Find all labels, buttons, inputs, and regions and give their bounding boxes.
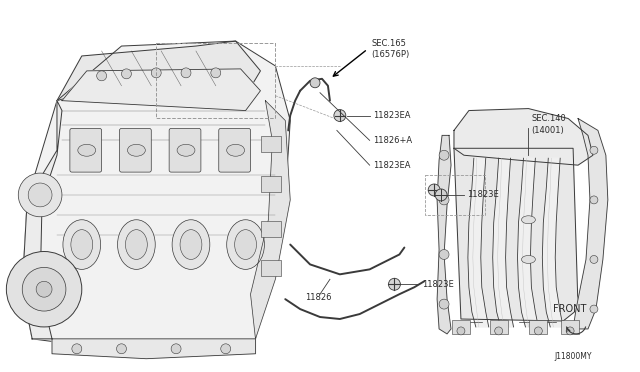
Text: 11823E: 11823E [422,280,454,289]
Circle shape [28,183,52,207]
Polygon shape [542,158,563,327]
Polygon shape [22,101,62,339]
Circle shape [36,281,52,297]
Ellipse shape [172,220,210,269]
Circle shape [590,196,598,204]
FancyBboxPatch shape [490,320,508,334]
Ellipse shape [118,220,156,269]
Circle shape [495,327,502,335]
Circle shape [116,344,127,354]
Circle shape [590,256,598,263]
Ellipse shape [227,220,264,269]
Circle shape [97,71,107,81]
Circle shape [211,68,221,78]
Circle shape [72,344,82,354]
Circle shape [310,78,320,88]
Circle shape [122,69,131,79]
FancyBboxPatch shape [529,320,547,334]
Text: SEC.140: SEC.140 [531,114,566,123]
FancyBboxPatch shape [262,137,282,152]
Circle shape [590,146,598,154]
Circle shape [19,173,62,217]
Circle shape [334,110,346,122]
Polygon shape [437,135,451,334]
Ellipse shape [227,144,244,156]
Circle shape [171,344,181,354]
Circle shape [566,327,574,335]
Ellipse shape [127,144,145,156]
Ellipse shape [235,230,257,259]
Polygon shape [573,119,608,329]
Circle shape [439,150,449,160]
Text: 11823EA: 11823EA [372,161,410,170]
Polygon shape [493,158,513,327]
FancyBboxPatch shape [219,128,250,172]
FancyBboxPatch shape [262,260,282,276]
FancyBboxPatch shape [120,128,151,172]
Circle shape [590,305,598,313]
Text: 11826: 11826 [305,293,332,302]
Ellipse shape [71,230,93,259]
Ellipse shape [522,216,536,224]
Circle shape [439,195,449,205]
FancyBboxPatch shape [561,320,579,334]
Text: 11823EA: 11823EA [372,111,410,120]
Circle shape [181,68,191,78]
FancyBboxPatch shape [70,128,102,172]
Text: (14001): (14001) [531,126,564,135]
Circle shape [457,327,465,335]
Polygon shape [250,101,290,339]
Polygon shape [454,148,578,321]
Ellipse shape [522,256,536,263]
Text: (16576P): (16576P) [372,51,410,60]
Circle shape [388,278,401,290]
FancyBboxPatch shape [169,128,201,172]
Polygon shape [454,109,593,165]
Circle shape [221,344,230,354]
Ellipse shape [180,230,202,259]
Ellipse shape [177,144,195,156]
Polygon shape [468,158,489,327]
Polygon shape [518,158,538,327]
Ellipse shape [125,230,147,259]
Ellipse shape [63,220,100,269]
Circle shape [439,299,449,309]
Polygon shape [22,41,290,354]
Polygon shape [52,339,255,359]
Circle shape [435,189,447,201]
Text: FRONT: FRONT [553,304,587,314]
FancyBboxPatch shape [452,320,470,334]
FancyBboxPatch shape [262,221,282,237]
Text: 11823E: 11823E [467,190,499,199]
Text: J11800MY: J11800MY [554,352,592,361]
Circle shape [151,68,161,78]
Circle shape [6,251,82,327]
Text: 11826+A: 11826+A [372,136,412,145]
Circle shape [534,327,542,335]
Circle shape [22,267,66,311]
Text: SEC.165: SEC.165 [372,39,406,48]
Polygon shape [62,69,260,110]
Circle shape [428,184,440,196]
FancyBboxPatch shape [262,176,282,192]
Circle shape [439,250,449,259]
Polygon shape [57,41,260,101]
Ellipse shape [78,144,96,156]
